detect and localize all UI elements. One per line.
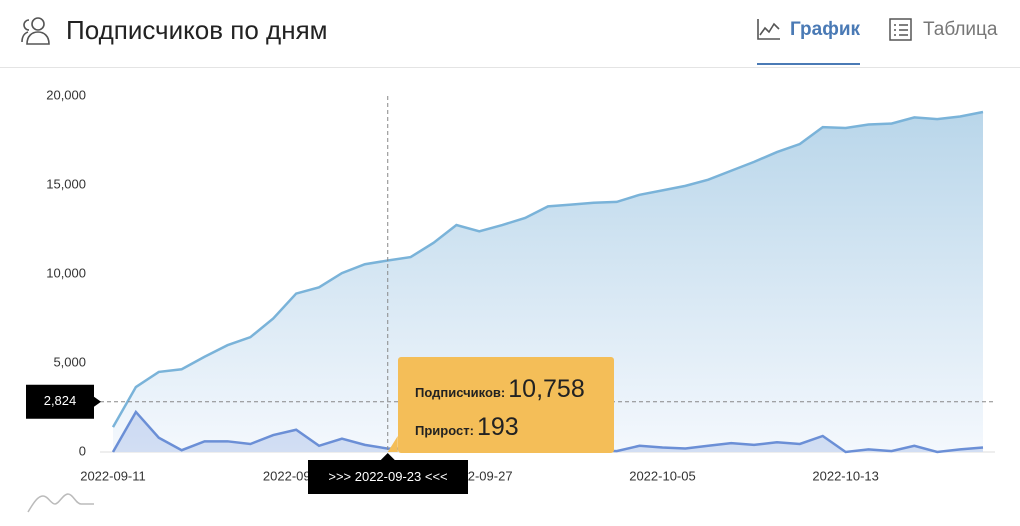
tooltip-row: Прирост193	[415, 413, 519, 442]
tooltip-name: Подписчиков	[415, 385, 505, 400]
y-tick-label: 15,000	[46, 176, 86, 191]
x-tick-label: 2022-09-11	[80, 468, 146, 483]
tooltip: Подписчиков10,758 Прирост193	[398, 357, 614, 453]
tab-label[interactable]: График	[790, 19, 861, 40]
tab-table[interactable]: Таблица	[923, 19, 998, 40]
header: Подписчиков по дням График Таблица	[0, 0, 1020, 68]
x-tick-label: 2022-10-05	[629, 468, 696, 483]
user-icon	[21, 17, 50, 45]
title: Подписчиков по дням	[66, 15, 328, 45]
tooltip-name: Прирост	[415, 423, 474, 438]
y-tick-label: 10,000	[46, 265, 86, 280]
tooltip-row: Подписчиков10,758	[415, 375, 585, 404]
crosshair-y-badge	[26, 384, 101, 419]
date-pointer	[380, 453, 395, 460]
y-tick-label: 20,000	[46, 87, 86, 102]
tooltip-value: 10,758	[508, 375, 585, 403]
tab-chart[interactable]: График	[757, 19, 861, 65]
y-tick-label: 5,000	[53, 354, 86, 369]
chart-icon[interactable]	[757, 18, 781, 40]
crosshair-y-label: 2,824	[44, 393, 77, 408]
line	[111, 110, 984, 428]
tooltip-date: >>> 2022-09-23 <<<	[308, 460, 468, 494]
tooltip-value: 193	[476, 413, 519, 441]
area	[113, 112, 983, 453]
x-tick-label: 2022-10-13	[812, 468, 879, 483]
y-tick-label: 0	[79, 443, 86, 458]
table-icon[interactable]	[889, 18, 913, 42]
tooltip-pointer	[387, 436, 398, 452]
logo	[27, 493, 94, 513]
